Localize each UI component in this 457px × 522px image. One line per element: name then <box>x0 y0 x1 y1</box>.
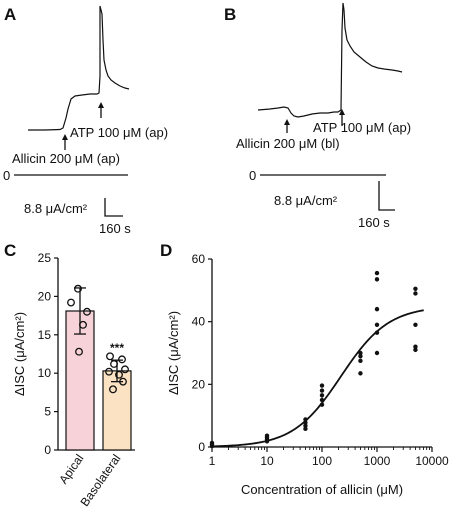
panel-d-data-point <box>319 397 325 403</box>
panel-b-baseline-label: 0 <box>249 168 256 183</box>
panel-d-data-point <box>209 440 215 446</box>
panel-c-y-axis-label: ΔISC (μA/cm²) <box>12 312 27 396</box>
panel-a-atp-arrowhead <box>98 102 104 108</box>
panel-d-data-point <box>374 270 380 276</box>
panel-a-allicin-annotation: Allicin 200 μM (ap) <box>12 151 120 166</box>
panel-d-data-point <box>413 347 418 353</box>
panel-d-data-point <box>319 393 325 398</box>
panel-d-data-point <box>358 358 363 364</box>
panel-d-x-tick-label: 10 <box>260 454 274 468</box>
panel-a-baseline-label: 0 <box>3 168 10 183</box>
panel-d-label: D <box>160 241 172 260</box>
panel-c-data-point <box>74 284 82 293</box>
panel-d-data-point <box>264 433 270 438</box>
panel-c-data-point <box>109 385 117 394</box>
panel-b-allicin-arrowhead <box>284 119 290 125</box>
panel-b-scale-x-label: 160 s <box>358 215 390 230</box>
panel-d-dose-response-chart: 0 20 40 60 1 10 100 1000 10000 Concentration of a… <box>166 252 449 497</box>
panel-d-data-point <box>374 277 380 282</box>
panel-d-x-tick-label: 1 <box>209 454 216 468</box>
panel-d-data-point <box>413 322 418 327</box>
panel-d-data-point <box>374 330 380 335</box>
panel-c-y-tick-label: 20 <box>38 289 52 303</box>
panel-d-data-point <box>358 350 363 356</box>
panel-a-atp-annotation: ATP 100 μM (ap) <box>70 125 168 140</box>
panel-c-y-tick-label: 25 <box>38 251 52 265</box>
panel-d-data-point <box>319 383 325 388</box>
panel-d-x-axis-label: Concentration of allicin (μM) <box>241 482 403 497</box>
panel-c-y-tick-label: 5 <box>44 405 51 419</box>
panel-a-label: A <box>4 5 16 24</box>
panel-d-data-point <box>358 353 363 359</box>
panel-b-scale-bar <box>378 181 395 211</box>
panel-d-data-point <box>413 286 418 291</box>
panel-b-atp-arrowhead <box>339 109 345 115</box>
panel-a-scale-y-label: 8.8 μA/cm² <box>24 201 88 216</box>
panel-c-y-tick-label: 0 <box>44 443 51 457</box>
panel-c-data-point <box>115 370 123 379</box>
panel-c-data-point <box>75 347 83 356</box>
panel-d-x-tick-label: 100 <box>312 454 332 468</box>
panel-c-data-point <box>106 352 114 361</box>
panel-c-bar-basolateral <box>102 370 132 451</box>
panel-c-data-point <box>67 298 75 307</box>
panel-c-y-tick-label: 15 <box>38 328 52 342</box>
panel-c-data-point <box>105 367 113 376</box>
panel-a-scale-bar <box>104 198 123 217</box>
panel-d-data-point <box>374 350 380 356</box>
panel-c-data-point <box>110 360 118 368</box>
panel-c-data-point <box>83 307 91 316</box>
panel-c-data-point <box>118 355 126 364</box>
panel-b-label: B <box>224 5 236 24</box>
panel-b-allicin-annotation: Allicin 200 μM (bl) <box>236 136 340 151</box>
panel-d-data-point <box>319 388 325 393</box>
panel-a-current-trace <box>28 5 130 131</box>
panel-b-current-trace <box>257 2 403 118</box>
panel-b-scale-y-label: 8.8 μA/cm² <box>274 193 338 208</box>
panel-c-y-tick-label: 10 <box>38 366 52 380</box>
panel-d-y-tick-label: 40 <box>192 315 206 329</box>
panel-d-data-point <box>413 291 418 296</box>
panel-d-data-point <box>303 417 308 422</box>
panel-d-data-point <box>413 344 418 349</box>
panel-d-fit-curve <box>211 309 424 448</box>
panel-c-data-point <box>119 377 127 386</box>
panel-d-y-axis-label: ΔISC (μA/cm²) <box>166 311 181 395</box>
panel-c-x-tick-label: Apical <box>56 452 86 487</box>
panel-d-y-tick-label: 60 <box>192 252 206 266</box>
panel-c-label: C <box>4 241 16 260</box>
panel-c-significance-marker: *** <box>110 341 124 355</box>
panel-d-y-tick-label: 0 <box>198 440 205 454</box>
panel-a-allicin-arrowhead <box>62 134 68 140</box>
panel-d-data-point <box>374 322 380 327</box>
panel-d-data-point <box>358 371 363 376</box>
panel-d-x-tick-label: 1000 <box>364 454 391 468</box>
panel-d-data-point <box>319 402 325 407</box>
panel-a-scale-x-label: 160 s <box>99 221 131 236</box>
panel-b-atp-annotation: ATP 100 μM (ap) <box>313 120 411 135</box>
panel-d-data-point <box>303 423 308 428</box>
panel-c-data-point <box>79 320 87 329</box>
panel-d-x-tick-label: 10000 <box>415 454 449 468</box>
panel-c-bar-apical <box>65 310 95 451</box>
panel-d-data-point <box>303 420 308 425</box>
panel-c-data-point <box>121 365 129 374</box>
panel-d-y-tick-label: 20 <box>192 377 206 391</box>
panel-d-data-point <box>374 306 380 312</box>
panel-d-data-point <box>303 426 308 432</box>
